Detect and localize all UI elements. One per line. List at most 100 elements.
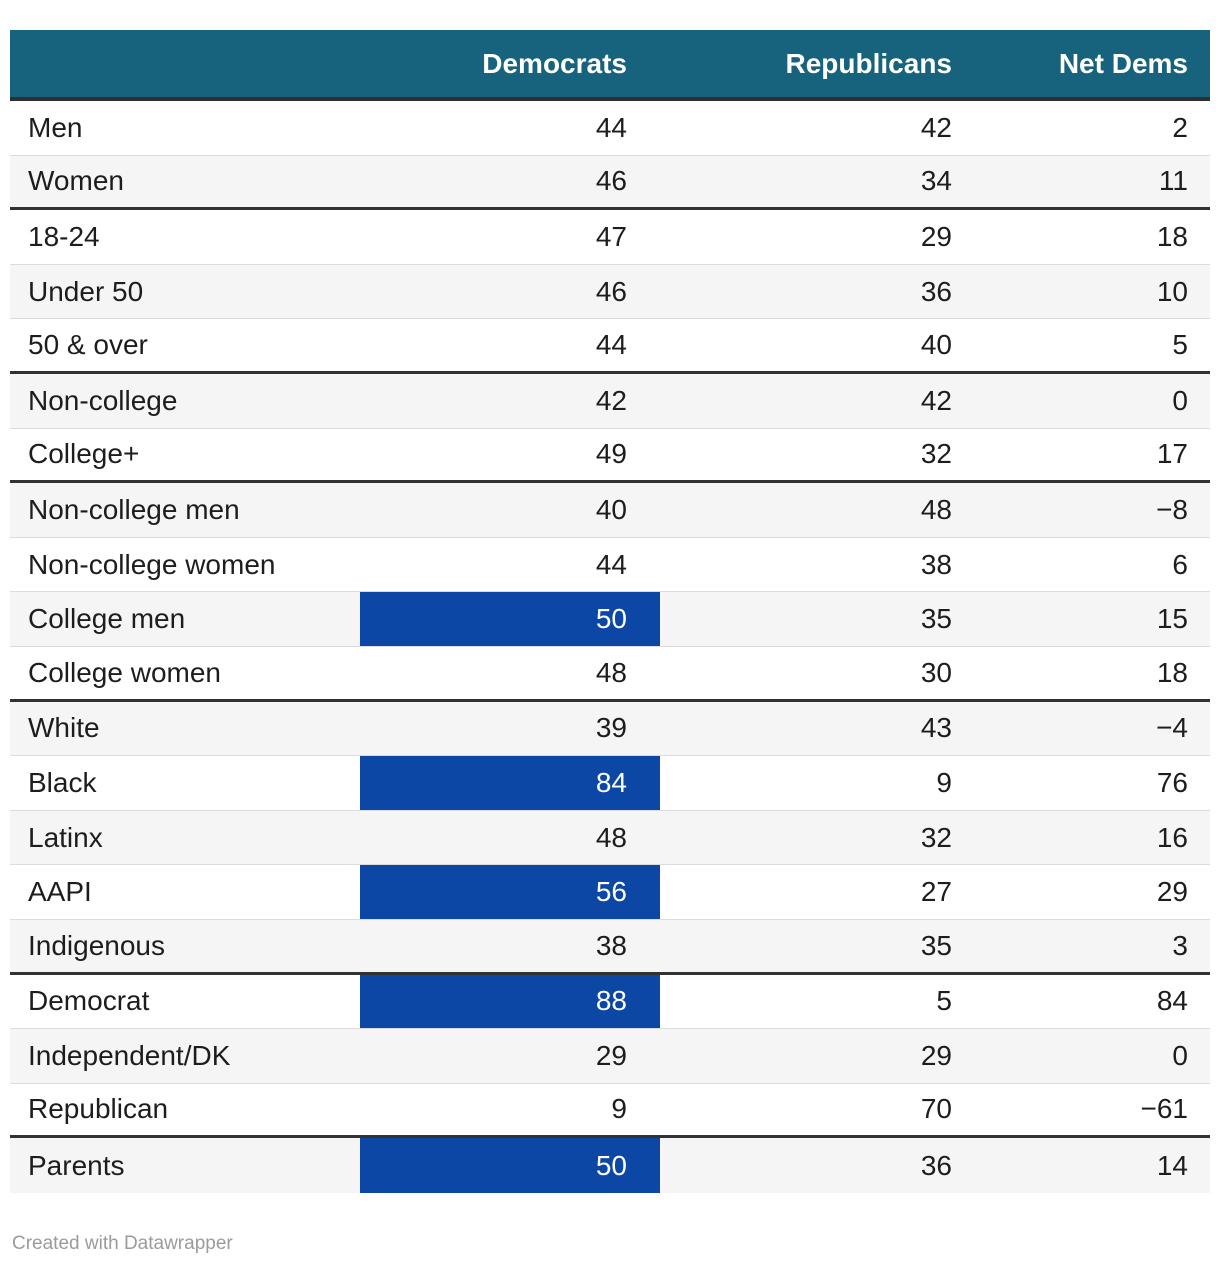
democrats-cell: 38 (595, 929, 627, 961)
democrats-cell: 44 (595, 548, 627, 580)
row-label: Black (28, 766, 97, 798)
header-netdems: Net Dems (1058, 47, 1188, 79)
table-header: Democrats Republicans Net Dems (10, 30, 1210, 101)
netdems-cell: 29 (1156, 876, 1188, 908)
row-label: Indigenous (28, 929, 166, 961)
table-row: 18-24 47 29 18 (10, 210, 1210, 265)
republicans-cell: 70 (920, 1093, 952, 1125)
netdems-cell: 11 (1158, 165, 1188, 197)
netdems-cell: 2 (1172, 111, 1188, 143)
republicans-cell: 35 (920, 929, 952, 961)
row-label: Independent/DK (28, 1039, 231, 1071)
republicans-cell: 32 (920, 438, 952, 470)
data-table: Democrats Republicans Net Dems Men 44 42… (10, 30, 1210, 1193)
table-row: Non-college women 44 38 6 (10, 537, 1210, 593)
republicans-cell: 29 (920, 1039, 952, 1071)
table-body: Men 44 42 2 Women 46 34 11 18-24 47 29 1… (10, 101, 1210, 1193)
row-label: College women (28, 656, 221, 688)
netdems-cell: 18 (1156, 220, 1188, 252)
democrats-cell: 9 (611, 1093, 627, 1125)
republicans-cell: 43 (920, 712, 952, 744)
republicans-cell: 38 (920, 548, 952, 580)
row-label: Parents (28, 1149, 125, 1181)
row-label: Women (28, 165, 124, 197)
table-row: Latinx 48 32 16 (10, 810, 1210, 866)
netdems-cell: 10 (1156, 275, 1188, 307)
republicans-cell: 36 (920, 1149, 952, 1181)
table-row: Under 50 46 36 10 (10, 264, 1210, 320)
netdems-cell: 15 (1156, 603, 1188, 635)
row-label: Latinx (28, 821, 103, 853)
row-label: Republican (28, 1093, 169, 1125)
republicans-cell: 27 (920, 876, 952, 908)
header-republicans: Republicans (785, 47, 952, 79)
republicans-cell: 34 (920, 165, 952, 197)
republicans-cell: 5 (936, 985, 952, 1017)
netdems-cell: 0 (1172, 1039, 1188, 1071)
table-row: Women 46 34 11 (10, 155, 1210, 211)
republicans-cell: 9 (936, 766, 952, 798)
table-row: AAPI 56 27 29 (10, 865, 1210, 920)
democrats-cell: 44 (595, 329, 627, 361)
table-row: Parents 50 36 14 (10, 1138, 1210, 1193)
header-democrats: Democrats (482, 47, 627, 79)
row-label: College men (28, 603, 186, 635)
netdems-cell: 17 (1156, 438, 1188, 470)
datawrapper-credit[interactable]: Created with Datawrapper (12, 1233, 233, 1254)
republicans-cell: 40 (920, 329, 952, 361)
democrats-cell: 84 (360, 756, 660, 810)
row-label: Men (28, 111, 83, 143)
table-row: Black 84 9 76 (10, 756, 1210, 811)
democrats-cell: 29 (595, 1039, 627, 1071)
republicans-cell: 35 (920, 603, 952, 635)
republicans-cell: 36 (920, 275, 952, 307)
democrats-cell: 42 (595, 384, 627, 416)
netdems-cell: 14 (1156, 1149, 1188, 1181)
democrats-cell: 46 (595, 165, 627, 197)
table-row: 50 & over 44 40 5 (10, 319, 1210, 374)
table-row: College women 48 30 18 (10, 646, 1210, 702)
header-corner (10, 30, 360, 97)
row-label: Non-college women (28, 548, 276, 580)
row-label: Under 50 (28, 275, 144, 307)
democrats-cell: 48 (595, 821, 627, 853)
netdems-cell: 76 (1156, 766, 1188, 798)
democrats-cell: 49 (595, 438, 627, 470)
democrats-cell: 50 (360, 592, 660, 646)
netdems-cell: 5 (1172, 329, 1188, 361)
republicans-cell: 29 (920, 220, 952, 252)
netdems-cell: 84 (1156, 985, 1188, 1017)
democrats-cell: 40 (595, 493, 627, 525)
table-row: Non-college men 40 48 −8 (10, 483, 1210, 538)
democrats-cell: 50 (360, 1138, 660, 1193)
row-label: 18-24 (28, 220, 100, 252)
republicans-cell: 32 (920, 821, 952, 853)
table-row: Non-college 42 42 0 (10, 373, 1210, 429)
democrats-cell: 56 (360, 865, 660, 919)
democrats-cell: 48 (595, 656, 627, 688)
table-row: White 39 43 −4 (10, 701, 1210, 757)
democrats-cell: 44 (595, 111, 627, 143)
netdems-cell: −61 (1140, 1093, 1189, 1125)
democrats-cell: 39 (595, 712, 627, 744)
table-row: College men 50 35 15 (10, 592, 1210, 647)
democrats-cell: 88 (360, 974, 660, 1029)
republicans-cell: 48 (920, 493, 952, 525)
row-label: Democrat (28, 985, 150, 1017)
republicans-cell: 42 (920, 111, 952, 143)
netdems-cell: 3 (1172, 929, 1188, 961)
row-label: Non-college men (28, 493, 240, 525)
row-label: White (28, 712, 100, 744)
table-row: Independent/DK 29 29 0 (10, 1029, 1210, 1084)
republicans-cell: 42 (920, 384, 952, 416)
netdems-cell: 6 (1172, 548, 1188, 580)
row-label: College+ (28, 438, 140, 470)
netdems-cell: −4 (1156, 712, 1188, 744)
table-row: Indigenous 38 35 3 (10, 919, 1210, 975)
netdems-cell: 0 (1172, 384, 1188, 416)
row-label: 50 & over (28, 329, 148, 361)
row-label: Non-college (28, 384, 178, 416)
republicans-cell: 30 (920, 656, 952, 688)
row-label: AAPI (28, 876, 92, 908)
netdems-cell: 16 (1156, 821, 1188, 853)
